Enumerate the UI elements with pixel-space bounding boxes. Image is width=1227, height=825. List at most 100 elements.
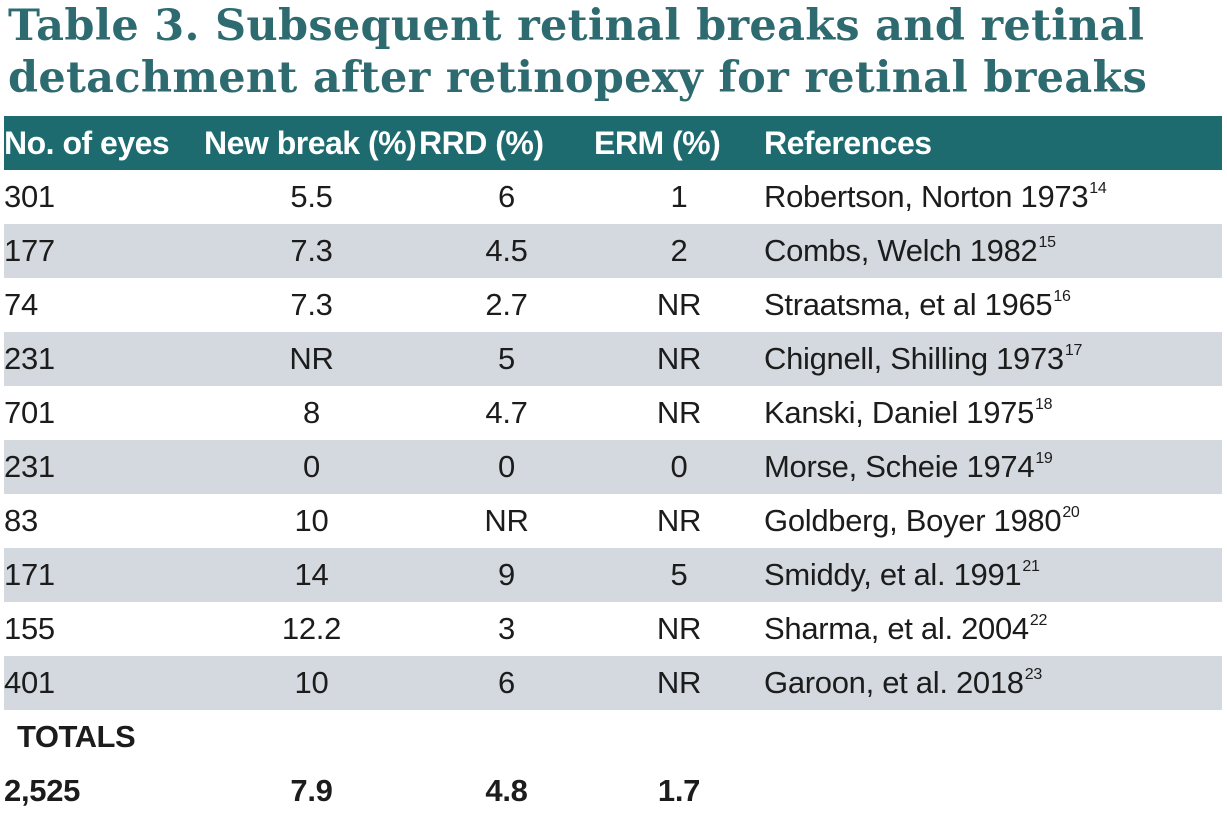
table-row: 74 7.3 2.7 NR Straatsma, et al 196516	[4, 278, 1222, 332]
reference-text: Robertson, Norton 1973	[764, 179, 1089, 214]
table-row: 401 10 6 NR Garoon, et al. 201823	[4, 656, 1222, 710]
cell-new-break: 7.3	[290, 287, 333, 322]
cell-rrd: 4.7	[485, 395, 528, 430]
table-row: 171 14 9 5 Smiddy, et al. 199121	[4, 548, 1222, 602]
table-row: 301 5.5 6 1 Robertson, Norton 197314	[4, 170, 1222, 224]
cell-reference: Goldberg, Boyer 198020	[764, 494, 1222, 548]
reference-text: Kanski, Daniel 1975	[764, 395, 1035, 430]
table-row: 83 10 NR NR Goldberg, Boyer 198020	[4, 494, 1222, 548]
cell-eyes: 401	[4, 665, 55, 700]
cell-new-break: 10	[294, 503, 329, 538]
reference-text: Garoon, et al. 2018	[764, 665, 1024, 700]
reference-citation: 14	[1089, 180, 1107, 197]
reference-text: Combs, Welch 1982	[764, 233, 1038, 268]
cell-new-break: 7.3	[290, 233, 333, 268]
reference-citation: 21	[1022, 558, 1040, 575]
cell-rrd: 4.5	[485, 233, 528, 268]
cell-erm: NR	[656, 611, 702, 646]
reference-citation: 17	[1064, 342, 1083, 359]
cell-new-break: 10	[294, 665, 329, 700]
cell-new-break: 14	[294, 557, 329, 592]
table-row: 155 12.2 3 NR Sharma, et al. 200422	[4, 602, 1222, 656]
cell-new-break: 8	[303, 395, 320, 430]
cell-reference: Straatsma, et al 196516	[764, 278, 1222, 332]
cell-reference: Chignell, Shilling 197317	[764, 332, 1222, 386]
header-rrd: RRD (%)	[419, 124, 544, 161]
cell-erm: 2	[670, 233, 688, 268]
cell-eyes: 171	[4, 557, 55, 592]
cell-erm: NR	[656, 341, 702, 376]
cell-reference: Garoon, et al. 201823	[764, 656, 1222, 710]
cell-erm: 1	[670, 179, 688, 214]
table-row: 177 7.3 4.5 2 Combs, Welch 198215	[4, 224, 1222, 278]
totals-label: TOTALS	[17, 719, 136, 754]
cell-new-break: NR	[289, 341, 334, 376]
reference-text: Chignell, Shilling 1973	[764, 341, 1064, 376]
table-title-line-2: detachment after retinopexy for retinal …	[8, 53, 1148, 103]
cell-eyes: 83	[4, 503, 38, 538]
cell-eyes: 301	[4, 179, 55, 214]
cell-new-break: 0	[303, 449, 320, 484]
reference-citation: 19	[1035, 450, 1053, 467]
cell-erm: 0	[670, 449, 688, 484]
reference-text: Morse, Scheie 1974	[764, 449, 1035, 484]
cell-reference: Robertson, Norton 197314	[764, 170, 1222, 224]
cell-eyes: 155	[4, 611, 55, 646]
cell-eyes: 231	[4, 341, 55, 376]
header-references: References	[764, 124, 932, 161]
total-erm: 1.7	[657, 773, 701, 808]
cell-reference: Morse, Scheie 197419	[764, 440, 1222, 494]
table-row: 231 NR 5 NR Chignell, Shilling 197317	[4, 332, 1222, 386]
cell-rrd: 6	[498, 179, 515, 214]
cell-new-break: 5.5	[290, 179, 333, 214]
cell-eyes: 701	[4, 395, 55, 430]
cell-erm: 5	[670, 557, 688, 592]
reference-citation: 23	[1024, 666, 1043, 683]
cell-eyes: 177	[4, 233, 55, 268]
table-title: Table 3. Subsequent retinal breaks and r…	[8, 0, 1218, 104]
table-body: 301 5.5 6 1 Robertson, Norton 197314 177…	[4, 170, 1222, 818]
cell-rrd: 0	[498, 449, 515, 484]
cell-erm: NR	[656, 287, 702, 322]
table-title-line-1: Table 3. Subsequent retinal breaks and r…	[8, 1, 1145, 51]
cell-eyes: 74	[4, 287, 38, 322]
cell-eyes: 231	[4, 449, 55, 484]
cell-rrd: 5	[498, 341, 515, 376]
header-no-of-eyes: No. of eyes	[4, 124, 170, 161]
total-rrd: 4.8	[485, 773, 528, 808]
cell-rrd: 6	[498, 665, 515, 700]
cell-rrd: 9	[498, 557, 515, 592]
cell-erm: NR	[656, 395, 702, 430]
table-row: 701 8 4.7 NR Kanski, Daniel 197518	[4, 386, 1222, 440]
header-new-break: New break (%)	[204, 124, 417, 161]
cell-reference: Kanski, Daniel 197518	[764, 386, 1222, 440]
reference-text: Goldberg, Boyer 1980	[764, 503, 1062, 538]
cell-erm: NR	[656, 665, 702, 700]
cell-reference: Combs, Welch 198215	[764, 224, 1222, 278]
reference-citation: 15	[1038, 234, 1056, 251]
header-erm: ERM (%)	[594, 124, 721, 161]
cell-rrd: 3	[498, 611, 515, 646]
reference-text: Sharma, et al. 2004	[764, 611, 1029, 646]
header-row: No. of eyes New break (%) RRD (%) ERM (%…	[4, 116, 1222, 170]
reference-text: Smiddy, et al. 1991	[764, 557, 1022, 592]
total-eyes: 2,525	[4, 773, 81, 808]
retinal-breaks-table: No. of eyes New break (%) RRD (%) ERM (%…	[4, 116, 1222, 818]
total-reference-empty	[764, 764, 1222, 818]
reference-citation: 16	[1053, 288, 1071, 305]
reference-text: Straatsma, et al 1965	[764, 287, 1053, 322]
reference-citation: 18	[1035, 396, 1053, 413]
cell-reference: Sharma, et al. 200422	[764, 602, 1222, 656]
cell-reference: Smiddy, et al. 199121	[764, 548, 1222, 602]
totals-label-row: TOTALS	[4, 710, 1222, 764]
reference-citation: 20	[1062, 504, 1080, 521]
cell-rrd: 2.7	[485, 287, 528, 322]
cell-erm: NR	[656, 503, 702, 538]
cell-rrd: NR	[484, 503, 529, 538]
total-new-break: 7.9	[290, 773, 333, 808]
table-header: No. of eyes New break (%) RRD (%) ERM (%…	[4, 116, 1222, 170]
table-row: 231 0 0 0 Morse, Scheie 197419	[4, 440, 1222, 494]
cell-new-break: 12.2	[281, 611, 342, 646]
reference-citation: 22	[1029, 612, 1048, 629]
totals-row: 2,525 7.9 4.8 1.7	[4, 764, 1222, 818]
